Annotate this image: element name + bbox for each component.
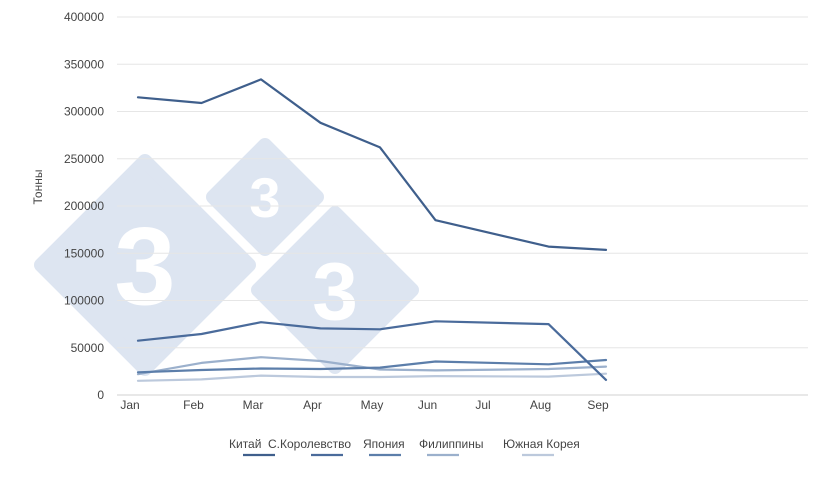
x-tick-label: Jun bbox=[418, 398, 437, 412]
watermark-shape bbox=[34, 154, 256, 376]
y-tick-label: 400000 bbox=[64, 10, 104, 24]
x-tick-label: Feb bbox=[183, 398, 204, 412]
watermark-digit: 3 bbox=[312, 247, 358, 338]
x-tick-label: Jan bbox=[120, 398, 139, 412]
legend-label: Япония bbox=[363, 437, 405, 451]
y-axis-label: Тонны bbox=[31, 170, 45, 205]
legend-label: Китай bbox=[229, 437, 261, 451]
y-tick-label: 150000 bbox=[64, 246, 104, 260]
series-line bbox=[136, 358, 608, 374]
y-tick-label: 0 bbox=[97, 388, 104, 402]
x-axis-ticks: Jan Feb Mar Apr May Jun Jul Aug Sep bbox=[120, 398, 609, 412]
y-tick-label: 200000 bbox=[64, 199, 104, 213]
watermark-digit: 3 bbox=[114, 206, 175, 329]
series-line bbox=[136, 320, 608, 381]
x-tick-label: Apr bbox=[303, 398, 322, 412]
watermark-diamond: 3 bbox=[206, 138, 324, 256]
series-line bbox=[136, 78, 608, 251]
legend-label: Южная Корея bbox=[503, 437, 580, 451]
watermark-digit: 3 bbox=[249, 166, 280, 229]
y-tick-label: 250000 bbox=[64, 152, 104, 166]
x-tick-label: Sep bbox=[587, 398, 609, 412]
legend-label: С.Королевство bbox=[268, 437, 351, 451]
y-tick-label: 100000 bbox=[64, 294, 104, 308]
x-tick-label: Jul bbox=[475, 398, 490, 412]
legend: Китай С.Королевство Япония Филиппины Южная К… bbox=[229, 437, 580, 457]
y-tick-label: 50000 bbox=[71, 341, 105, 355]
x-tick-label: Mar bbox=[243, 398, 264, 412]
legend-label: Филиппины bbox=[419, 437, 483, 451]
x-tick-label: May bbox=[361, 398, 384, 412]
grid-lines bbox=[117, 16, 808, 396]
y-tick-label: 300000 bbox=[64, 105, 104, 119]
series-line bbox=[136, 356, 608, 376]
watermark-shape bbox=[206, 138, 324, 256]
series-line bbox=[136, 372, 608, 382]
y-tick-label: 350000 bbox=[64, 57, 104, 71]
x-tick-label: Aug bbox=[530, 398, 551, 412]
y-axis-ticks: 0 50000 100000 150000 200000 250000 300000 3500… bbox=[64, 10, 104, 402]
series-lines bbox=[136, 78, 608, 382]
watermark-diamond: 3 bbox=[34, 154, 256, 376]
